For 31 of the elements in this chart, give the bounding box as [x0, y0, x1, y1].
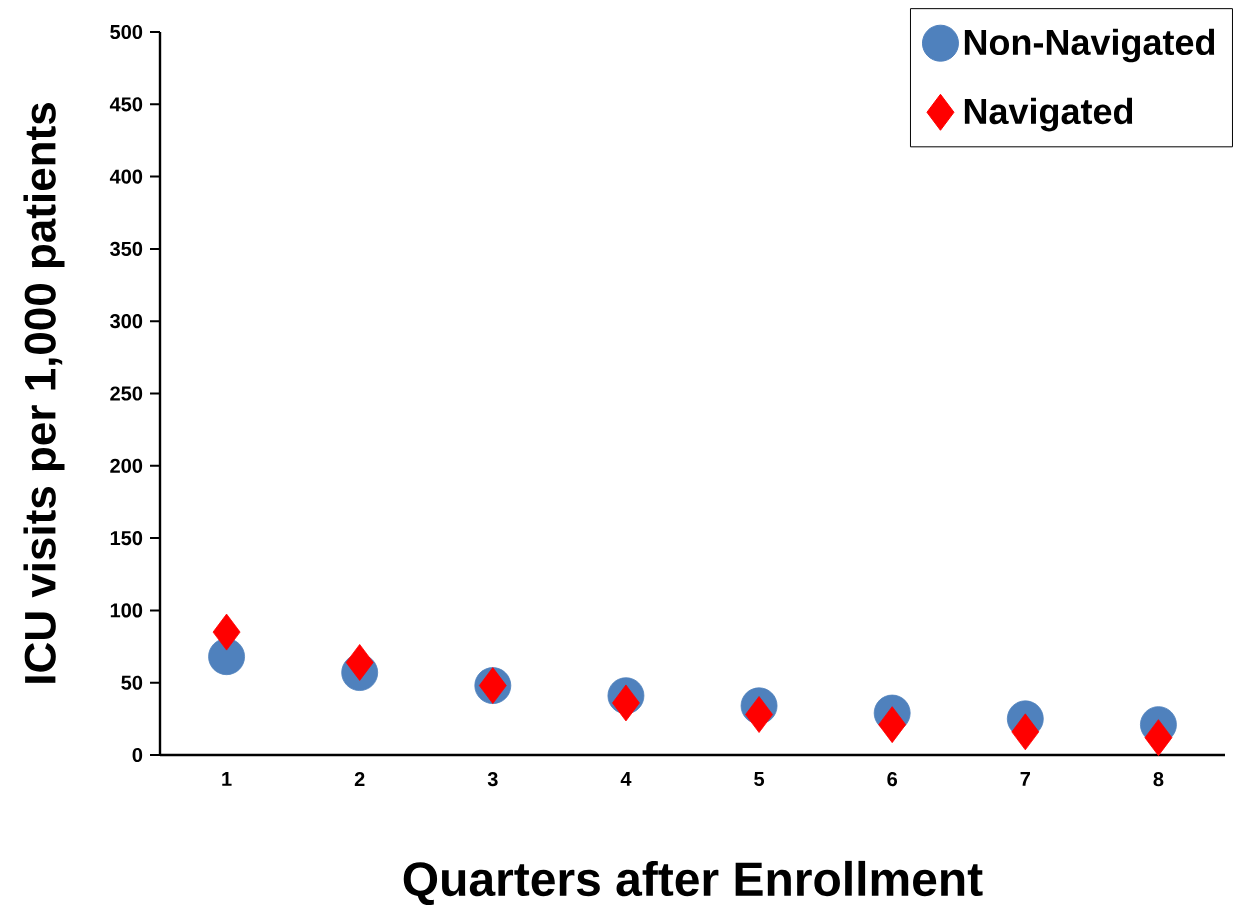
x-tick-label: 4	[620, 772, 632, 786]
y-tick-label: 400	[109, 169, 143, 184]
point	[745, 696, 773, 733]
y-tick-label: 250	[110, 386, 143, 401]
y-tick-label: 200	[110, 458, 143, 473]
y-tick-label: 300	[110, 314, 143, 329]
y-tick-label: 500	[110, 24, 143, 40]
y-tick-label: 150	[110, 531, 143, 546]
y-tick-label: 100	[110, 603, 143, 618]
x-tick-label: 8	[1153, 772, 1164, 787]
point	[345, 644, 374, 681]
point	[208, 638, 245, 676]
y-tick-label: 350	[110, 241, 143, 256]
legend-label: Non-Navigated	[964, 28, 1215, 63]
x-tick-label: 1	[222, 772, 232, 786]
x-tick-label: 5	[754, 772, 765, 787]
point	[612, 684, 640, 722]
x-tick-label: 2	[354, 772, 365, 787]
y-tick-label: 0	[132, 747, 143, 763]
y-tick-label: 50	[121, 675, 143, 690]
x-tick-label: 7	[1020, 772, 1030, 786]
y-axis-title: ICU visits per 1,000 patients	[23, 103, 65, 683]
x-tick-label: 6	[887, 772, 898, 787]
point	[212, 613, 241, 651]
y-tick-label: 450	[109, 97, 143, 112]
point	[878, 706, 907, 744]
x-tick-label: 3	[487, 772, 498, 787]
point	[1011, 713, 1040, 751]
legend-label: Navigated	[964, 97, 1133, 132]
x-axis-title: Quarters after Enrollment	[403, 860, 983, 906]
point	[1144, 719, 1173, 757]
